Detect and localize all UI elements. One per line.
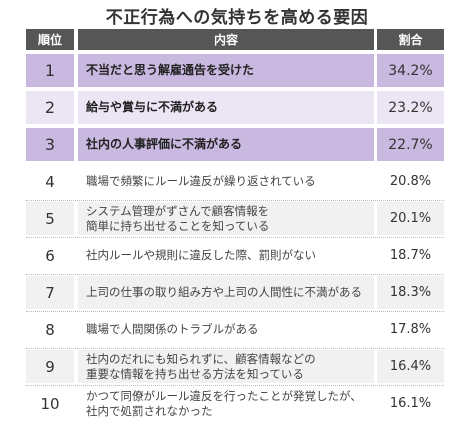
content-line: 職場で人間関係のトラブルがある [86,322,259,336]
table-row: 6 社内ルールや規則に違反した際、罰則がない 18.7% [0,237,474,274]
content-cell: 社内ルールや規則に違反した際、罰則がない [78,239,374,272]
content-line: かつて同僚がルール違反を行ったことが発覚したが、 [86,388,362,403]
content-cell: 給与や賞与に不満がある [78,91,374,124]
content-cell: かつて同僚がルール違反を行ったことが発覚したが、 社内で処罰されなかった [78,387,374,420]
percentage-cell: 22.7% [377,128,444,161]
content-line: 不当だと思う解雇通告を受けた [86,63,255,77]
content-line: 社内で処罰されなかった [86,403,213,418]
content-line: 重要な情報を持ち出せる方法を知っている [86,366,304,381]
content-line: 上司の仕事の取り組み方や上司の人間性に不満がある [86,285,362,299]
table-row: 7 上司の仕事の取り組み方や上司の人間性に不満がある 18.3% [0,274,474,311]
content-line: 社内の人事評価に不満がある [86,137,243,151]
content-cell: システム管理がずさんで顧客情報を 簡単に持ち出せることを知っている [78,202,374,235]
content-line: 社内のだれにも知られずに、顧客情報などの [86,351,316,366]
header-rank: 順位 [26,29,74,50]
table-row: 1 不当だと思う解雇通告を受けた 34.2% [0,52,474,89]
percentage-cell: 20.8% [389,174,432,189]
percentage-cell: 16.4% [377,350,444,383]
rank-cell: 8 [45,320,55,339]
rank-cell: 1 [26,54,74,87]
rank-cell: 3 [26,128,74,161]
content-cell: 上司の仕事の取り組み方や上司の人間性に不満がある [78,276,374,309]
percentage-cell: 20.1% [377,202,444,235]
content-cell: 社内のだれにも知られずに、顧客情報などの 重要な情報を持ち出せる方法を知っている [78,350,374,383]
table-row: 8 職場で人間関係のトラブルがある 17.8% [0,311,474,348]
row-divider [26,311,444,312]
table-row: 10 かつて同僚がルール違反を行ったことが発覚したが、 社内で処罰されなかった 16.… [0,385,474,422]
row-divider [26,237,444,238]
content-line: 給与や賞与に不満がある [86,100,219,114]
rank-cell: 9 [26,350,74,383]
content-line: 簡単に持ち出せることを知っている [86,218,270,233]
table-row: 9 社内のだれにも知られずに、顧客情報などの 重要な情報を持ち出せる方法を知っている… [0,348,474,385]
rank-cell: 5 [26,202,74,235]
content-cell: 職場で人間関係のトラブルがある [78,313,374,346]
rank-cell: 10 [40,394,60,413]
table-row: 4 職場で頻繁にルール違反が繰り返されている 20.8% [0,163,474,200]
row-divider [26,385,444,386]
row-divider [26,348,444,349]
header-content: 内容 [78,29,374,50]
percentage-cell: 17.8% [389,322,432,337]
percentage-cell: 18.3% [377,276,444,309]
rank-cell: 7 [26,276,74,309]
content-cell: 不当だと思う解雇通告を受けた [78,54,374,87]
content-line: 社内ルールや規則に違反した際、罰則がない [86,248,316,262]
content-line: システム管理がずさんで顧客情報を [86,203,270,218]
row-divider [26,200,444,201]
table-row: 5 システム管理がずさんで顧客情報を 簡単に持ち出せることを知っている 20.1% [0,200,474,237]
content-cell: 職場で頻繁にルール違反が繰り返されている [78,165,374,198]
header-ratio: 割合 [377,29,444,50]
percentage-cell: 16.1% [389,396,432,411]
table-row: 2 給与や賞与に不満がある 23.2% [0,89,474,126]
rank-cell: 4 [45,172,55,191]
content-cell: 社内の人事評価に不満がある [78,128,374,161]
percentage-cell: 34.2% [377,54,444,87]
rank-cell: 6 [45,246,55,265]
percentage-cell: 23.2% [377,91,444,124]
content-line: 職場で頻繁にルール違反が繰り返されている [86,174,316,188]
table-row: 3 社内の人事評価に不満がある 22.7% [0,126,474,163]
percentage-cell: 18.7% [389,248,432,263]
rank-cell: 2 [26,91,74,124]
chart-title: 不正行為への気持ちを高める要因 [105,8,369,28]
row-divider [26,274,444,275]
